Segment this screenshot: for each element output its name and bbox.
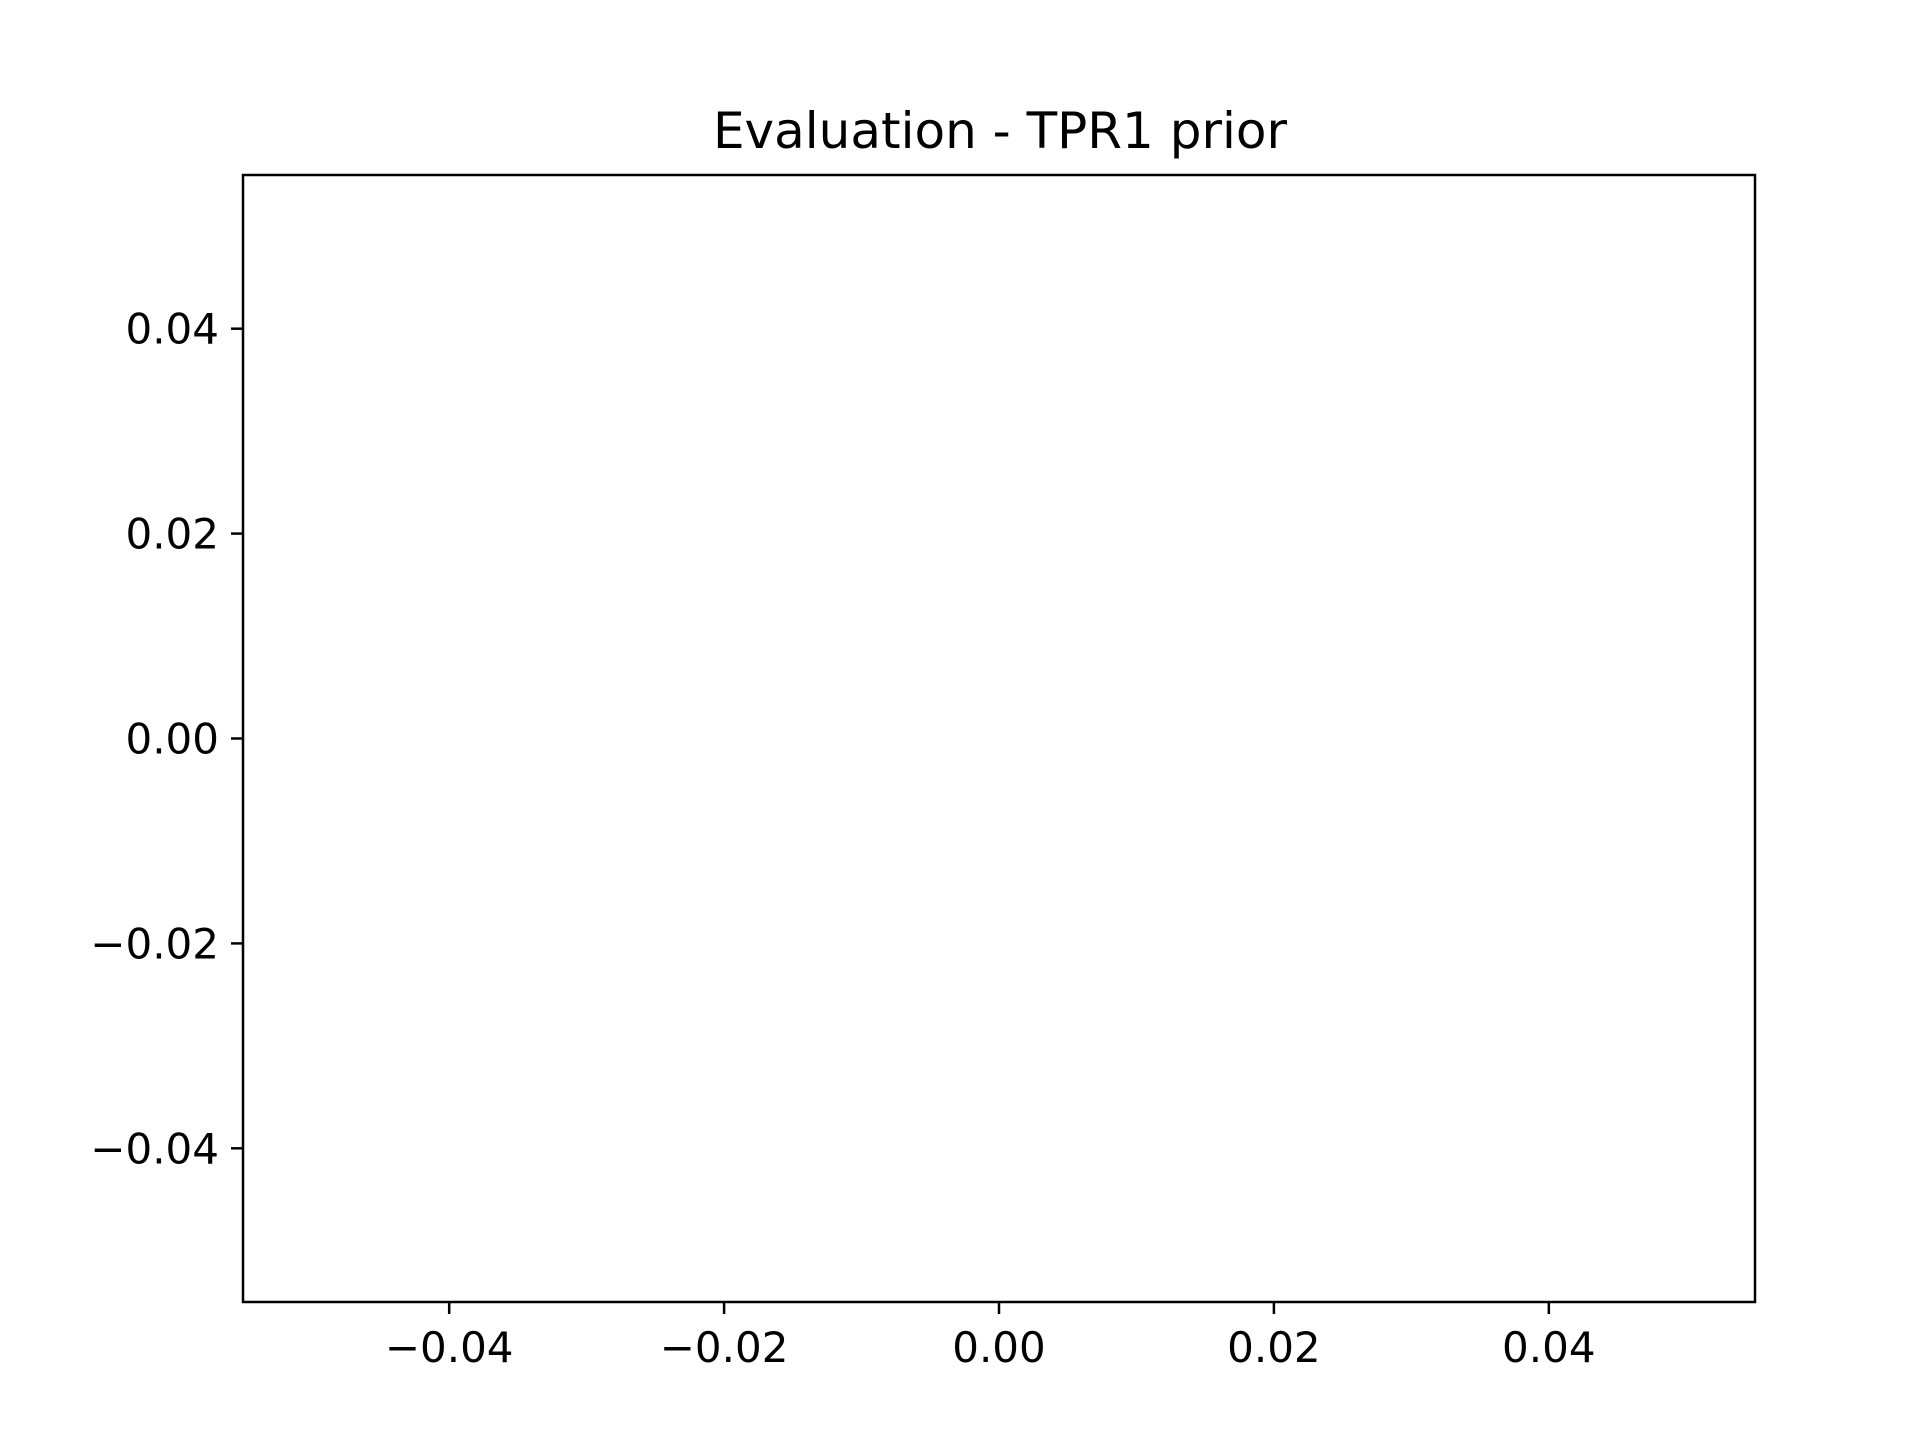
y-axis-ticks: 0.04 0.02 0.00 −0.02 −0.04 [90,305,243,1173]
y-tick-label: −0.02 [90,919,219,968]
y-tick-label: 0.00 [125,715,219,764]
y-tick-label: −0.04 [90,1124,219,1173]
y-tick-label: 0.04 [125,305,219,354]
y-tick-label: 0.02 [125,510,219,559]
x-axis-ticks: −0.04 −0.02 0.00 0.02 0.04 [385,1302,1596,1372]
x-tick-label: −0.02 [660,1323,789,1372]
x-tick-label: 0.02 [1227,1323,1321,1372]
chart-title: Evaluation - TPR1 prior [713,102,1288,160]
x-tick-label: 0.04 [1502,1323,1596,1372]
plot-area-frame [241,173,1757,1304]
x-tick-label: −0.04 [385,1323,514,1372]
x-tick-label: 0.00 [952,1323,1046,1372]
